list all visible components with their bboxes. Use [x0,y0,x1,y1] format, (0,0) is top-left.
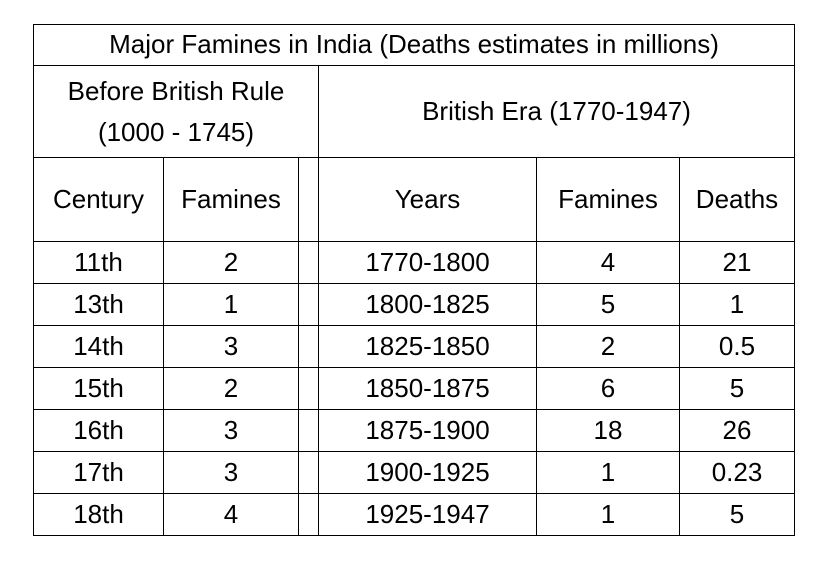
cell-years: 1900-1925 [318,451,537,494]
cell-famines-british: 6 [536,367,680,410]
cell-famines-before: 3 [163,409,299,452]
table-row: 13th 1 1800-1825 5 1 [33,283,795,326]
spacer-cell [298,325,319,368]
cell-famines-british: 4 [536,241,680,284]
cell-century: 15th [33,367,164,410]
cell-famines-before: 4 [163,493,299,536]
cell-years: 1875-1900 [318,409,537,452]
cell-century: 13th [33,283,164,326]
cell-famines-before: 2 [163,241,299,284]
group-header-before-british: Before British Rule (1000 - 1745) [33,65,319,158]
header-famines-british: Famines [536,157,680,242]
cell-century: 11th [33,241,164,284]
spacer-cell [298,367,319,410]
cell-famines-british: 1 [536,451,680,494]
table-row: 18th 4 1925-1947 1 5 [33,493,795,536]
spacer-cell [298,409,319,452]
cell-century: 14th [33,325,164,368]
cell-deaths: 1 [679,283,795,326]
cell-famines-british: 5 [536,283,680,326]
cell-famines-before: 2 [163,367,299,410]
table-row: 14th 3 1825-1850 2 0.5 [33,325,795,368]
cell-years: 1925-1947 [318,493,537,536]
cell-years: 1850-1875 [318,367,537,410]
table-row: 11th 2 1770-1800 4 21 [33,241,795,284]
cell-deaths: 5 [679,367,795,410]
header-deaths: Deaths [679,157,795,242]
cell-years: 1770-1800 [318,241,537,284]
spacer-cell [298,451,319,494]
cell-century: 18th [33,493,164,536]
header-years: Years [318,157,537,242]
cell-famines-before: 3 [163,325,299,368]
header-famines-before: Famines [163,157,299,242]
cell-famines-before: 1 [163,283,299,326]
cell-century: 17th [33,451,164,494]
table-row: 16th 3 1875-1900 18 26 [33,409,795,452]
spacer-cell [298,283,319,326]
spacer-cell [298,157,319,242]
cell-years: 1800-1825 [318,283,537,326]
cell-famines-british: 18 [536,409,680,452]
table-row: 15th 2 1850-1875 6 5 [33,367,795,410]
cell-years: 1825-1850 [318,325,537,368]
cell-deaths: 0.5 [679,325,795,368]
group-header-row: Before British Rule (1000 - 1745) Britis… [33,65,795,158]
column-header-row: Century Famines Years Famines Deaths [33,157,795,242]
cell-famines-british: 1 [536,493,680,536]
title-row: Major Famines in India (Deaths estimates… [33,24,795,66]
cell-deaths: 5 [679,493,795,536]
cell-famines-british: 2 [536,325,680,368]
table-title: Major Famines in India (Deaths estimates… [33,24,795,66]
spacer-cell [298,241,319,284]
cell-century: 16th [33,409,164,452]
spacer-cell [298,493,319,536]
cell-deaths: 21 [679,241,795,284]
cell-deaths: 26 [679,409,795,452]
table-row: 17th 3 1900-1925 1 0.23 [33,451,795,494]
cell-deaths: 0.23 [679,451,795,494]
group-header-british-era: British Era (1770-1947) [318,65,795,158]
cell-famines-before: 3 [163,451,299,494]
header-century: Century [33,157,164,242]
famine-table: Major Famines in India (Deaths estimates… [33,24,795,536]
